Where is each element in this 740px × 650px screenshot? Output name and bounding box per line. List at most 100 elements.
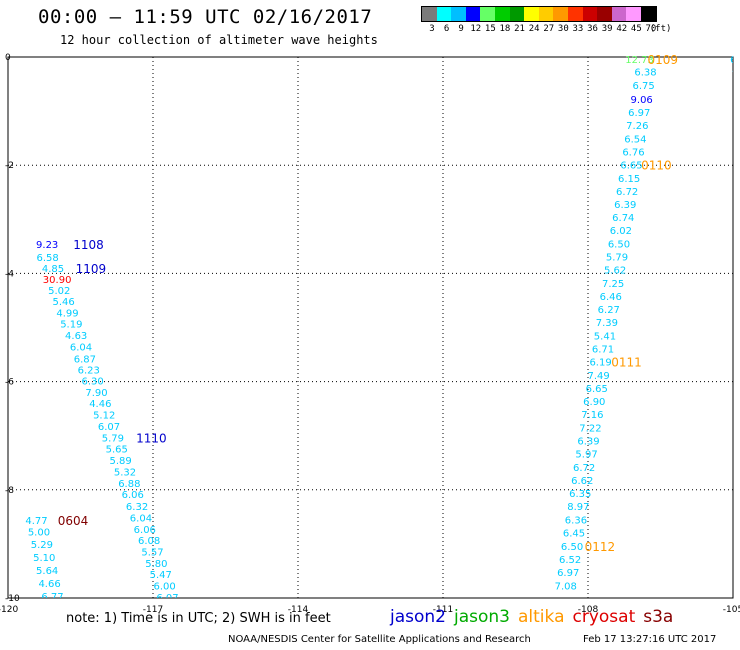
wave-height-value: 4.77 (25, 516, 47, 527)
wave-height-value: 5.32 (114, 467, 136, 478)
y-tick-label: 0 (5, 53, 11, 63)
x-tick-label: -117 (143, 605, 163, 615)
wave-height-value: 5.47 (150, 570, 172, 581)
wave-height-value: 5.29 (31, 540, 53, 551)
color-swatch (553, 7, 568, 21)
wave-height-value: 6.74 (612, 213, 634, 224)
wave-height-value: 6.48 (730, 55, 740, 66)
color-scale-label: 6 (443, 24, 450, 34)
wave-height-value: 6.88 (118, 479, 140, 490)
pass-time-label: 1108 (73, 238, 104, 252)
color-swatch (494, 7, 510, 21)
wave-height-value: 6.75 (632, 81, 654, 92)
wave-height-value: 6.30 (81, 377, 103, 388)
color-scale-label: 21 (514, 24, 525, 34)
wave-height-value: 5.57 (141, 547, 163, 558)
wave-height-value: 6.06 (134, 525, 156, 536)
color-scale-label: 33 (572, 24, 584, 34)
y-tick-label: -4 (5, 269, 14, 279)
wave-height-value: 9.06 (631, 95, 653, 106)
y-tick-label: -8 (5, 486, 14, 496)
wave-height-value: 6.15 (618, 174, 640, 185)
wave-height-value: 12.73 (625, 55, 654, 66)
color-scale-label: 30 (557, 24, 569, 34)
wave-height-value: 7.25 (602, 279, 624, 290)
wave-height-value: 6.08 (138, 536, 160, 547)
wave-height-value: 6.36 (565, 516, 587, 527)
wave-height-value: 6.38 (634, 68, 656, 79)
color-swatch (567, 7, 583, 21)
wave-height-value: 5.02 (48, 286, 70, 297)
wave-height-value: 6.50 (608, 240, 630, 251)
wave-height-value: 5.41 (594, 332, 616, 343)
satellite-name: jason2 (390, 607, 446, 627)
color-scale-label: 27 (543, 24, 555, 34)
wave-height-value: 5.79 (606, 253, 628, 264)
pass-time-label: 0604 (58, 514, 89, 528)
wave-height-value: 6.65 (586, 384, 608, 395)
x-tick-label: -108 (578, 605, 599, 615)
wave-height-value: 6.45 (563, 529, 585, 540)
color-scale-label: 70 (645, 24, 657, 34)
color-scale-label: 18 (499, 24, 511, 34)
wave-height-value: 6.52 (559, 555, 581, 566)
wave-height-value: 5.59 (732, 64, 740, 75)
wave-height-value: 5.12 (93, 411, 115, 422)
wave-height-value: 5.97 (575, 450, 597, 461)
color-swatch (480, 7, 495, 21)
wave-height-value: 5.62 (604, 266, 626, 277)
wave-height-value: 6.77 (41, 592, 63, 603)
wave-height-value: 6.04 (70, 342, 92, 353)
wave-height-value: 4.85 (735, 73, 740, 84)
wave-height-value: 6.90 (583, 397, 605, 408)
color-scale-label: 3 (429, 24, 435, 34)
wave-height-value: 6.04 (130, 513, 152, 524)
x-tick-label: -120 (0, 605, 18, 615)
y-tick-label: -6 (5, 378, 14, 388)
wave-height-value: 4.63 (65, 331, 87, 342)
wave-height-value: 6.72 (573, 463, 595, 474)
wave-height-value: 6.27 (598, 305, 620, 316)
pass-time-label: 0111 (611, 356, 642, 370)
wave-height-value: 4.99 (56, 308, 78, 319)
wave-height-value: 6.00 (153, 582, 175, 593)
wave-height-value: 6.58 (37, 253, 59, 264)
satellite-name: cryosat (572, 607, 636, 627)
wave-height-value: 6.97 (557, 568, 579, 579)
satellite-name: altika (518, 607, 565, 627)
wave-height-value: 9.23 (36, 240, 58, 251)
satellite-name: jason3 (454, 607, 510, 627)
wave-height-value: 6.32 (126, 502, 148, 513)
color-swatch (611, 7, 627, 21)
wave-height-value: 5.89 (110, 456, 132, 467)
data-layer: 12.73 6.38 6.75 9.06 6.97 7.26 6.54 6.76 6.65 6.1… (25, 53, 740, 604)
wave-height-value: 6.07 (98, 422, 120, 433)
y-tick-label: -2 (5, 161, 14, 171)
wave-height-value: 6.97 (628, 108, 650, 119)
wave-height-value: 6.46 (600, 292, 622, 303)
pass-time-label: 1109 (76, 262, 107, 276)
color-scale-label: 15 (484, 24, 496, 34)
color-scale-label: 39 (601, 24, 613, 34)
color-swatch (436, 7, 452, 21)
color-swatch (509, 7, 525, 21)
wave-height-value: 6.87 (74, 354, 96, 365)
wave-height-value: 30.90 (43, 275, 72, 286)
footer-credit: NOAA/NESDIS Center for Satellite Applica… (228, 634, 531, 645)
wave-height-value: 6.07 (156, 593, 178, 604)
color-swatch (582, 7, 598, 21)
wave-height-value: 4.66 (38, 579, 60, 590)
units-note: note: 1) Time is in UTC; 2) SWH is in fe… (66, 611, 331, 626)
wave-height-value: 6.39 (577, 437, 599, 448)
color-scale-unit: (ft) (649, 24, 672, 34)
plot-frame (7, 56, 734, 599)
color-swatch (465, 7, 481, 21)
wave-height-value: 6.62 (571, 476, 593, 487)
wave-height-value: 5.80 (145, 559, 167, 570)
pass-time-label: 0110 (641, 159, 672, 173)
wave-height-value: 5.64 (36, 566, 58, 577)
color-swatch (451, 7, 466, 21)
satellite-legend: jason2 jason3 altika cryosat s3a (390, 607, 681, 627)
wave-height-value: 7.26 (626, 121, 648, 132)
